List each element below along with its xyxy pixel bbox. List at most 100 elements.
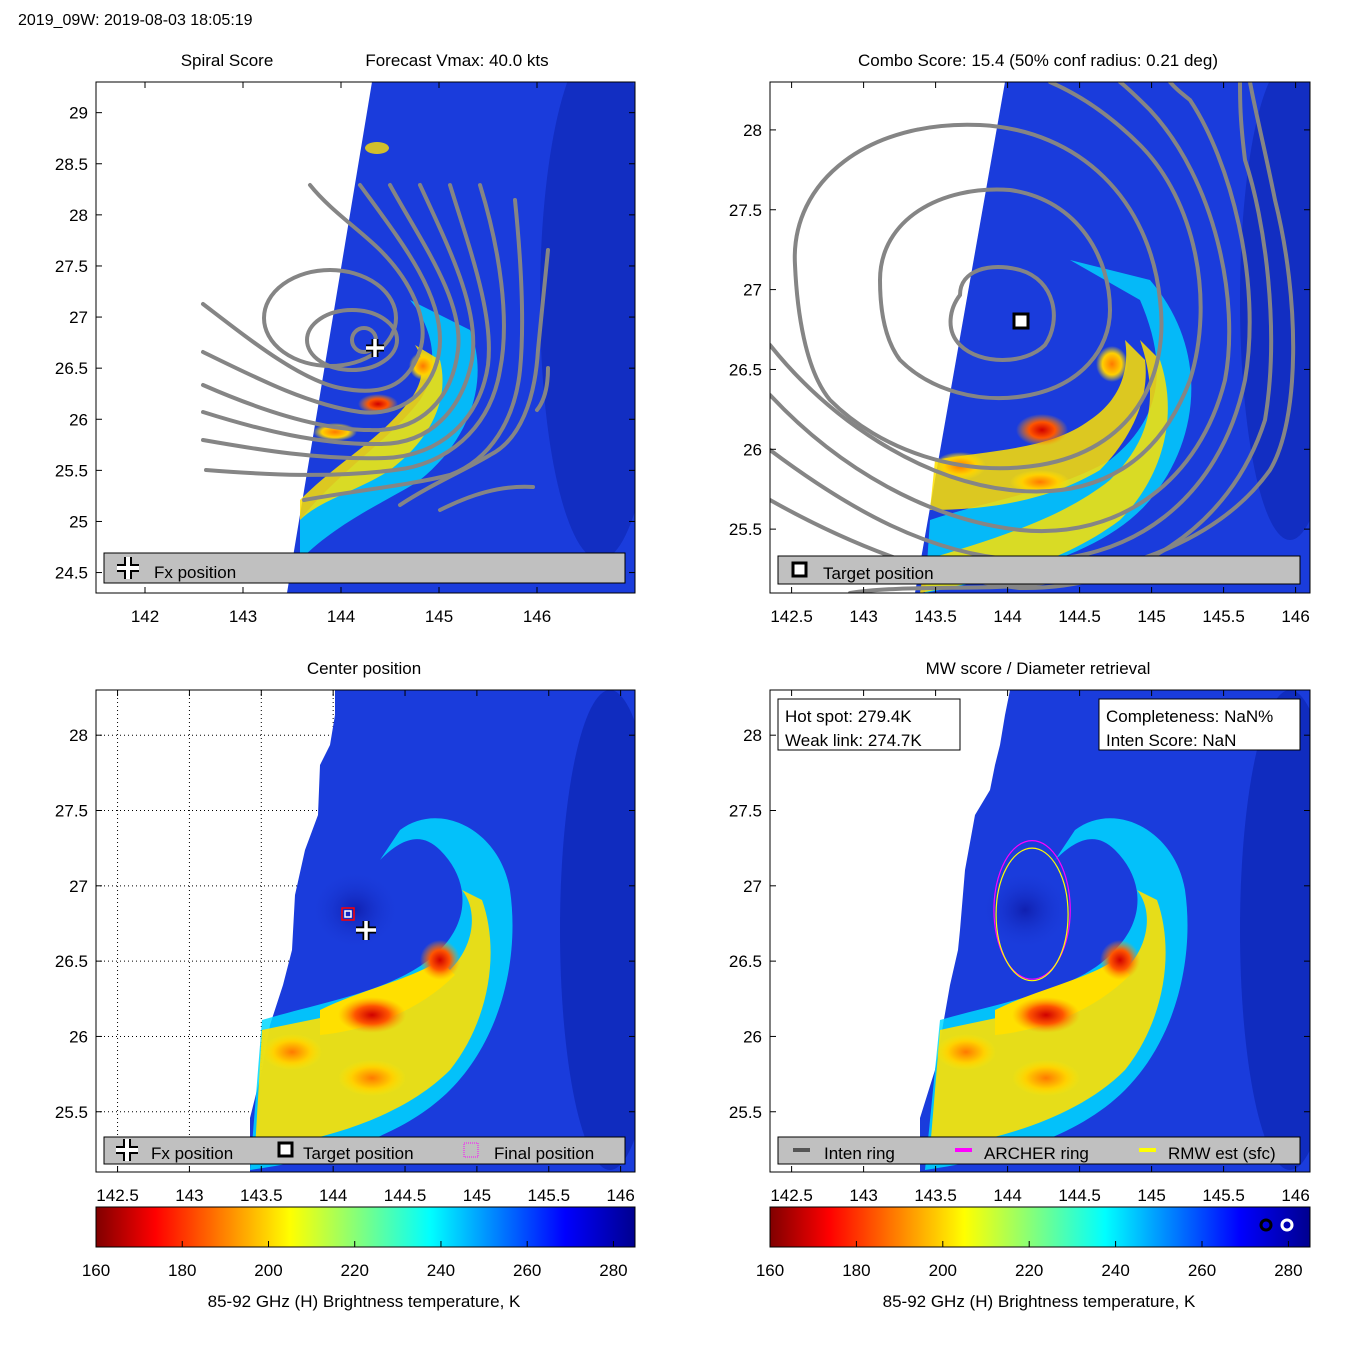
x-tick-label: 145.5: [1202, 1186, 1245, 1205]
y-tick-label: 25.5: [55, 461, 88, 480]
y-tick-label: 26.5: [729, 952, 762, 971]
x-tick-label: 145: [463, 1186, 491, 1205]
combo-plot-area: [770, 82, 1310, 593]
mw-colorbar-label: 85-92 GHz (H) Brightness temperature, K: [883, 1292, 1196, 1311]
mw-legend-archer-label: ARCHER ring: [984, 1144, 1089, 1163]
center-legend-final-label: Final position: [494, 1144, 594, 1163]
y-tick-label: 26.5: [55, 359, 88, 378]
y-tick-label: 24.5: [55, 564, 88, 583]
combo-legend: Target position: [777, 555, 1301, 585]
y-tick-label: 25: [69, 512, 88, 531]
y-tick-label: 27: [69, 308, 88, 327]
mw-colorbar: 160 180 200 220 240 260 280 85-92 GHz (H) Brig…: [756, 1206, 1311, 1311]
center-eye-dark: [310, 870, 400, 950]
colorbar-tick-label: 160: [82, 1261, 110, 1280]
mw-panel: MW score / Diameter retrieval 142.5 143 14…: [729, 659, 1311, 1311]
combo-outer-dark: [1240, 82, 1310, 540]
x-tick-label: 146: [606, 1186, 634, 1205]
hot-spot-ring-marker: [1259, 1218, 1273, 1232]
center-final-position-marker: [341, 907, 355, 921]
combo-legend-target-label: Target position: [823, 564, 934, 583]
x-tick-label: 143.5: [240, 1186, 283, 1205]
combo-hot-orange-b: [1096, 346, 1128, 382]
center-legend: Fx position Target position Final positi…: [103, 1136, 626, 1165]
y-tick-label: 27: [743, 281, 762, 300]
center-plot-area: [96, 690, 635, 1172]
outer-dark-band: [540, 82, 635, 560]
colorbar-tick-label: 260: [1188, 1261, 1216, 1280]
y-tick-label: 28.5: [55, 155, 88, 174]
y-tick-label: 27: [69, 877, 88, 896]
x-tick-label: 143: [229, 607, 257, 626]
mw-outer-dark: [1240, 690, 1310, 1170]
x-tick-label: 144.5: [1058, 1186, 1101, 1205]
combo-panel: Combo Score: 15.4 (50% conf radius: 0.21…: [729, 51, 1311, 626]
combo-rainband-yellow: [920, 340, 1168, 593]
y-tick-label: 29: [69, 104, 88, 123]
center-colorbar-ticks: 160 180 200 220 240 260 280: [82, 1241, 628, 1280]
x-tick-label: 145.5: [1202, 607, 1245, 626]
center-title: Center position: [307, 659, 421, 678]
x-tick-label: 144: [327, 607, 355, 626]
colorbar-tick-label: 200: [254, 1261, 282, 1280]
colorbar-tick-label: 240: [1101, 1261, 1129, 1280]
y-tick-label: 26: [69, 1027, 88, 1046]
mw-title: MW score / Diameter retrieval: [926, 659, 1151, 678]
spiral-plot-area: [96, 82, 635, 593]
mw-hot-orange-a: [936, 1034, 996, 1070]
combo-title: Combo Score: 15.4 (50% conf radius: 0.21…: [858, 51, 1218, 70]
colorbar-tick-label: 180: [842, 1261, 870, 1280]
mw-legend-rmw-label: RMW est (sfc): [1168, 1144, 1276, 1163]
x-tick-label: 145: [1137, 607, 1165, 626]
x-tick-label: 144: [993, 1186, 1021, 1205]
center-hot-orange-a: [262, 1034, 322, 1070]
mw-hot-orange-b: [1100, 940, 1140, 980]
completeness-text: Completeness: NaN%: [1106, 707, 1273, 726]
center-hot-orange-c: [338, 1060, 406, 1096]
x-tick-label: 144: [993, 607, 1021, 626]
mw-hot-red: [1012, 997, 1080, 1033]
combo-ticks: 142.5 143 143.5 144 144.5 145 145.5 146 28 27.5 27…: [729, 82, 1310, 626]
x-tick-label: 144.5: [384, 1186, 427, 1205]
weak-link-ring-marker: [1280, 1218, 1294, 1232]
y-tick-label: 26: [743, 1027, 762, 1046]
y-tick-label: 25.5: [55, 1103, 88, 1122]
y-tick-label: 28: [743, 121, 762, 140]
x-tick-label: 145: [425, 607, 453, 626]
x-tick-label: 143: [175, 1186, 203, 1205]
inten-score-text: Inten Score: NaN: [1106, 731, 1236, 750]
combo-contours: [770, 82, 1296, 593]
center-ticks: 142.5 143 143.5 144 144.5 145 145.5 146 28 27.5 27…: [55, 690, 635, 1205]
combo-axes-box: [769, 81, 1311, 594]
x-tick-label: 142.5: [770, 607, 813, 626]
mw-plot-area: [770, 690, 1310, 1172]
x-tick-label: 143.5: [914, 607, 957, 626]
y-tick-label: 28: [743, 726, 762, 745]
spiral-legend: Fx position: [103, 552, 626, 584]
y-tick-label: 25.5: [729, 1103, 762, 1122]
colorbar-tick-label: 260: [513, 1261, 541, 1280]
combo-hot-orange-c: [1010, 470, 1070, 494]
mw-info-left: Hot spot: 279.4K Weak link: 274.7K: [777, 698, 961, 751]
weak-link-text: Weak link: 274.7K: [785, 731, 922, 750]
cold-speck: [365, 142, 389, 154]
forecast-vmax-title: Forecast Vmax: 40.0 kts: [365, 51, 548, 70]
y-tick-label: 27: [743, 877, 762, 896]
center-colorbar: 160 180 200 220 240 260 280 85-92 GHz (H) Brig…: [82, 1206, 636, 1311]
spiral-title: Spiral Score: [181, 51, 274, 70]
x-tick-label: 142.5: [770, 1186, 813, 1205]
x-tick-label: 145.5: [527, 1186, 570, 1205]
colorbar-tick-label: 280: [599, 1261, 627, 1280]
x-tick-label: 146: [1281, 607, 1309, 626]
mw-eye-dark: [980, 870, 1070, 950]
rmw-ring: [995, 847, 1069, 982]
figure-title: 2019_09W: 2019-08-03 18:05:19: [18, 12, 253, 29]
y-tick-label: 27.5: [55, 802, 88, 821]
center-legend-fx-label: Fx position: [151, 1144, 233, 1163]
spiral-panel: Spiral Score Forecast Vmax: 40.0 kts: [55, 51, 636, 626]
y-tick-label: 26.5: [55, 952, 88, 971]
colorbar-tick-label: 220: [1015, 1261, 1043, 1280]
spiral-ticks: 142 143 144 145 146 29 28.5 28 27.5 27 26.5 26 25.5 2…: [55, 82, 635, 626]
x-tick-label: 146: [1281, 1186, 1309, 1205]
